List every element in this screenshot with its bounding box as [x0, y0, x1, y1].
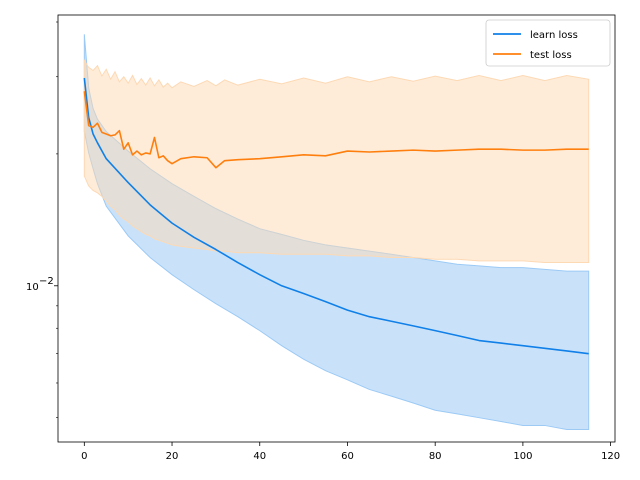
legend-label-learn-loss: learn loss [530, 30, 578, 41]
y-tick-label: 10 [26, 282, 39, 293]
line-test-loss [83, 91, 589, 169]
x-tick-label: 80 [429, 451, 442, 462]
legend: learn loss test loss [485, 19, 611, 67]
confidence-bands [83, 34, 590, 430]
x-tick-label: 40 [253, 451, 266, 462]
x-tick-label: 20 [166, 451, 179, 462]
legend-label-test-loss: test loss [530, 50, 572, 61]
x-tick-label: 60 [341, 451, 354, 462]
x-tick-label: 0 [81, 451, 87, 462]
x-tick-label: 120 [601, 451, 620, 462]
axes: 0 20 40 60 80 100 120 10−2 [26, 14, 620, 462]
axes-frame [57, 14, 616, 443]
band-test-loss [83, 58, 590, 264]
x-tick-label: 100 [513, 451, 532, 462]
line-learn-loss [83, 77, 589, 355]
series-lines [83, 77, 589, 355]
y-tick-label-exponent: −2 [39, 276, 54, 287]
